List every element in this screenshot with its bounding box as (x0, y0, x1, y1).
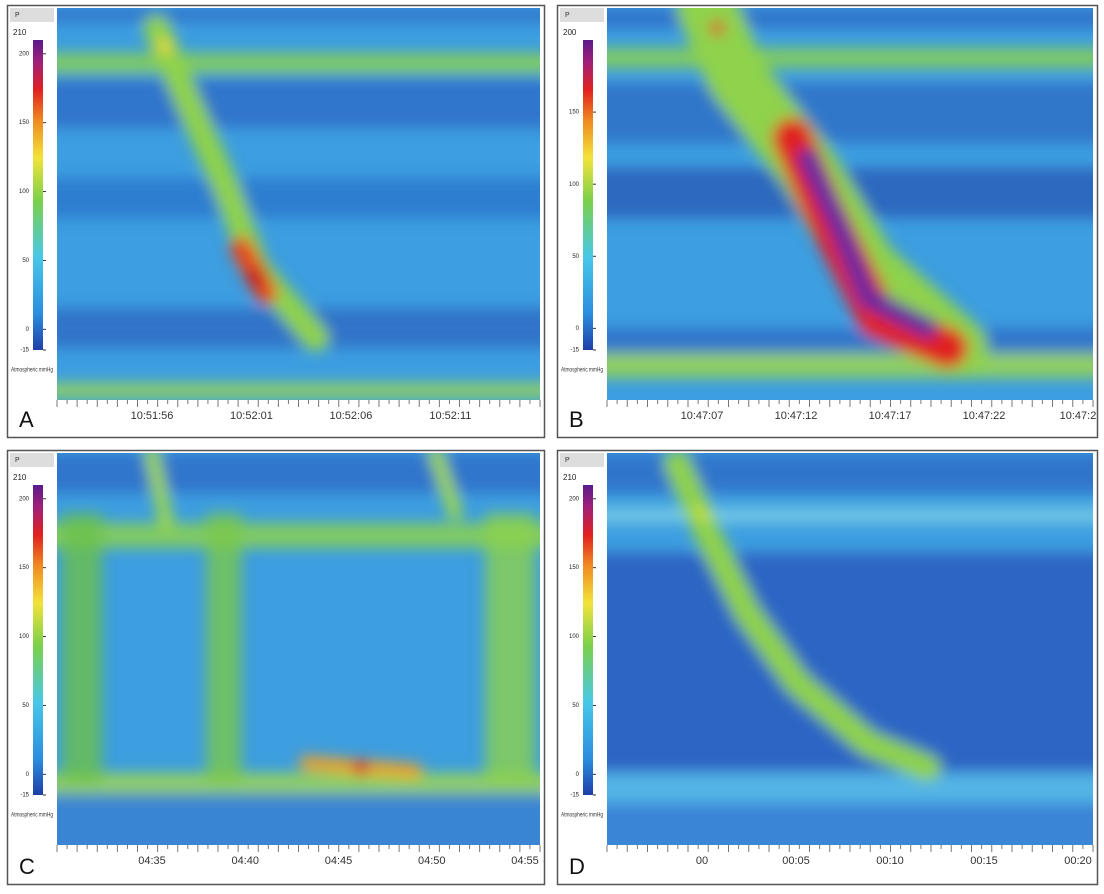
heatmap (37, 453, 560, 863)
time-label: 10:47:07 (681, 410, 724, 422)
scale-max: 210 (563, 473, 577, 482)
scale-unit: Atmospheric mmHg (11, 813, 53, 819)
panel: 04:35 04:40 04:45 04:50 04:55 P 210 200 150 100 50… (8, 451, 561, 885)
scale-unit: Atmospheric mmHg (561, 368, 603, 374)
time-label: 00:15 (970, 855, 998, 867)
panel-letter: A (19, 407, 34, 432)
heatmap-band (587, 773, 1104, 803)
time-label: 10:47:17 (869, 410, 912, 422)
scale-header-label: P (565, 457, 570, 464)
scale-tick-label: -15 (20, 348, 29, 354)
heatmap-peak (694, 505, 710, 521)
panel-letter: B (569, 407, 584, 432)
time-label: 10:47:12 (775, 410, 818, 422)
scale-unit: Atmospheric mmHg (561, 813, 603, 819)
time-label: 04:55 (511, 855, 539, 867)
panel-letter: D (569, 854, 585, 879)
time-label: 10:52:11 (429, 410, 471, 422)
scale-tick-label: 50 (572, 254, 579, 260)
color-scale (583, 40, 593, 350)
scale-header-label: P (15, 12, 20, 19)
heatmap-peak (246, 268, 266, 288)
scale-tick-label: 50 (572, 703, 579, 709)
color-scale (33, 485, 43, 795)
heatmap-band (37, 78, 560, 128)
time-label: 04:40 (231, 855, 259, 867)
scale-tick-label: 150 (19, 565, 30, 571)
scale-tick-label: 150 (19, 120, 30, 126)
time-label: 00:05 (782, 855, 810, 867)
scale-max: 210 (13, 28, 27, 37)
scale-tick-label: 100 (569, 634, 580, 640)
time-label: 10:47:2 (1060, 410, 1097, 422)
time-label: 00:20 (1064, 855, 1092, 867)
scale-tick-label: 150 (569, 110, 580, 116)
panel: 10:51:56 10:52:01 10:52:06 10:52:11 P 210 200 1… (8, 6, 561, 438)
scale-tick-label: 200 (569, 496, 580, 502)
panel-letter: C (19, 854, 35, 879)
scale-tick-label: 50 (22, 258, 29, 264)
scale-unit: Atmospheric mmHg (11, 368, 53, 374)
scale-tick-label: -15 (20, 793, 29, 799)
heatmap-peak (353, 760, 369, 776)
heatmap-peak (710, 21, 724, 35)
panel: 10:47:07 10:47:12 10:47:17 10:47:22 10:47:2 P… (558, 6, 1104, 438)
time-label: 00:10 (876, 855, 904, 867)
heatmap-column (62, 513, 102, 783)
color-scale (33, 40, 43, 350)
heatmap-band (37, 453, 560, 493)
heatmap (587, 453, 1104, 853)
heatmap-band (587, 453, 1104, 493)
heatmap-band (587, 48, 1104, 68)
scale-tick-label: 150 (569, 565, 580, 571)
scale-tick-label: 100 (19, 189, 30, 195)
heatmap-band (587, 8, 1104, 28)
heatmap-column (206, 513, 241, 783)
scale-header-label: P (15, 457, 20, 464)
heatmap (587, 8, 1104, 400)
time-label: 00 (696, 855, 708, 867)
scale-max: 210 (13, 473, 27, 482)
scale-max: 200 (563, 28, 577, 37)
heatmap-column (485, 513, 535, 783)
heatmap-band (37, 53, 560, 73)
scale-tick-label: 200 (19, 51, 30, 57)
color-scale (583, 485, 593, 795)
heatmap-features (37, 8, 560, 398)
scale-tick-label: 200 (19, 496, 30, 502)
heatmap-band (587, 353, 1104, 378)
time-label: 10:47:22 (963, 410, 1006, 422)
heatmap-band (37, 523, 560, 548)
heatmap-band (587, 83, 1104, 143)
scale-header-label: P (565, 12, 570, 19)
time-label: 10:51:56 (131, 410, 174, 422)
heatmap-peak (157, 38, 173, 54)
scale-tick-label: -15 (570, 348, 579, 354)
time-label: 10:52:01 (230, 410, 273, 422)
time-label: 04:50 (418, 855, 446, 867)
scale-tick-label: 100 (19, 634, 30, 640)
heatmap-features (587, 453, 1104, 853)
heatmap-band (587, 508, 1104, 523)
heatmap-band (37, 178, 560, 218)
heatmap-band (37, 383, 560, 398)
time-label: 10:52:06 (330, 410, 373, 422)
time-label: 04:45 (325, 855, 353, 867)
time-label: 04:35 (138, 855, 166, 867)
heatmap (37, 8, 560, 400)
scale-tick-label: 50 (22, 703, 29, 709)
scale-tick-label: 100 (569, 182, 580, 188)
scale-tick-label: -15 (570, 793, 579, 799)
heatmap-band (37, 8, 560, 22)
